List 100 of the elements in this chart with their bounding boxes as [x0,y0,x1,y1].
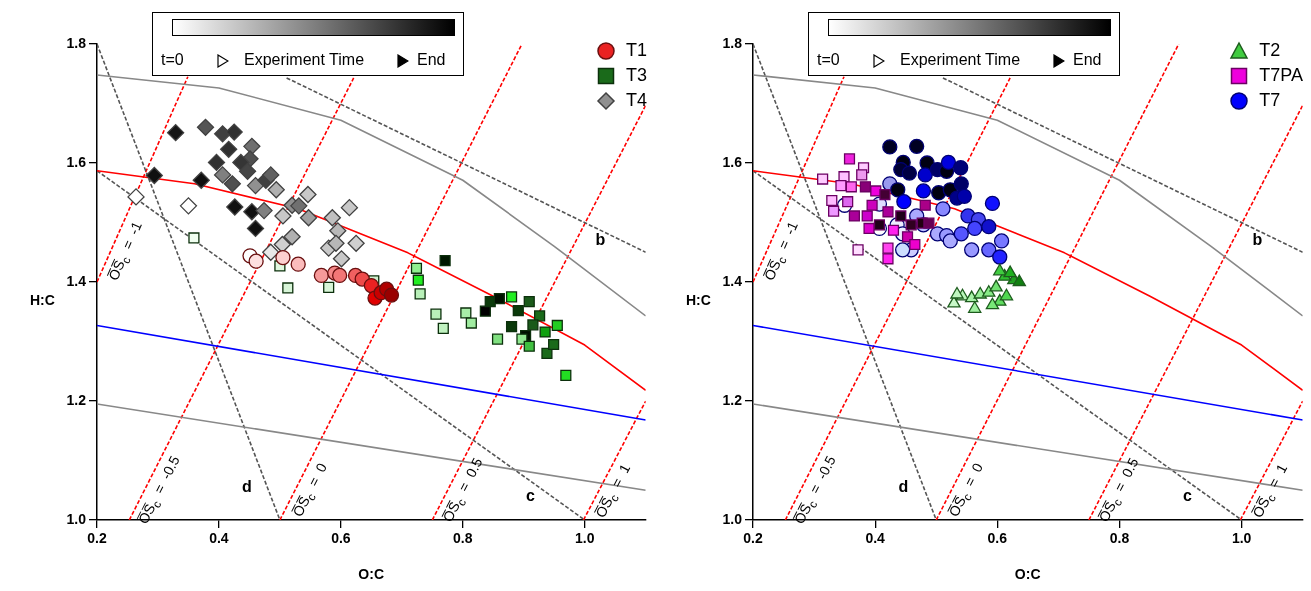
point [505,321,518,333]
point [491,333,504,345]
point [290,197,308,215]
point [882,242,894,254]
point [534,310,546,322]
time-scale-box: t=0 Experiment Time End [808,12,1120,76]
point [332,267,348,284]
point [225,123,243,141]
point [842,196,854,208]
color-bar-title: Experiment Time [900,51,1021,69]
point [226,198,244,216]
point [541,347,553,359]
point [852,244,864,256]
point [896,194,912,210]
point [238,162,257,180]
series-label: d [242,477,252,496]
point [828,205,840,217]
point [985,297,1000,310]
point [901,165,918,181]
point [919,199,931,211]
point [989,279,1003,292]
point [953,226,969,242]
point [192,171,210,189]
point [981,242,997,258]
point [863,222,875,235]
point [909,138,925,154]
point [299,209,318,227]
series-label: d [898,477,909,496]
legend-label: T4 [625,90,647,111]
point [465,317,477,329]
point [493,293,505,305]
point [956,188,972,204]
point [412,274,424,286]
point [856,169,868,181]
point [923,217,935,229]
x-axis-title: O:C [1014,566,1041,582]
point [942,233,958,249]
y-tick-label: 1.4 [722,272,743,289]
point [299,185,317,204]
point [196,118,215,136]
point [845,181,857,193]
point [512,304,524,317]
x-tick-label: 0.4 [865,530,886,547]
point [246,219,265,238]
point [882,139,898,155]
point [967,220,983,237]
x-tick-label: 0.8 [453,530,473,547]
point [323,281,335,293]
point [981,219,997,235]
point [835,180,847,192]
x-tick-label: 0.4 [209,530,229,547]
point [290,256,306,272]
y-axis-title: H:C [30,292,55,308]
point [873,219,886,231]
point [848,210,860,222]
color-bar-title: Experiment Time [244,51,365,69]
point [275,249,291,266]
point [313,267,330,284]
x-axis-title: O:C [358,566,385,582]
point [145,166,163,185]
legend-label: T7PA [1259,65,1303,86]
point [188,232,200,244]
annotation: End [1073,51,1102,69]
point [940,154,957,171]
point [220,140,238,158]
point [968,301,982,313]
point [882,206,894,218]
y-tick-label: 1.6 [66,153,87,170]
point [935,201,951,217]
point [826,194,838,207]
point [551,319,563,332]
point [909,238,921,251]
point [213,166,232,184]
point [950,286,964,299]
point [267,181,285,199]
point [437,322,449,335]
point [439,254,451,267]
y-tick-label: 1.8 [722,34,743,51]
point [1012,274,1027,287]
point [523,296,535,308]
point [479,305,491,317]
point [347,234,365,252]
y-tick-label: 1.2 [66,391,87,408]
annotation: t=0 [817,51,840,69]
y-tick-label: 1.6 [722,153,743,170]
y-tick-label: 1.8 [66,34,87,51]
point [340,198,359,217]
series-label: b [595,231,606,250]
point [993,263,1007,276]
annotation: t=0 [161,51,184,69]
point [861,210,873,222]
point [332,250,351,268]
point [895,210,907,222]
point [527,319,539,331]
point [223,175,241,193]
legend-label: T1 [625,40,647,61]
point [993,233,1010,249]
point [283,228,301,246]
point [329,222,347,240]
x-tick-label: 0.8 [1109,530,1130,547]
